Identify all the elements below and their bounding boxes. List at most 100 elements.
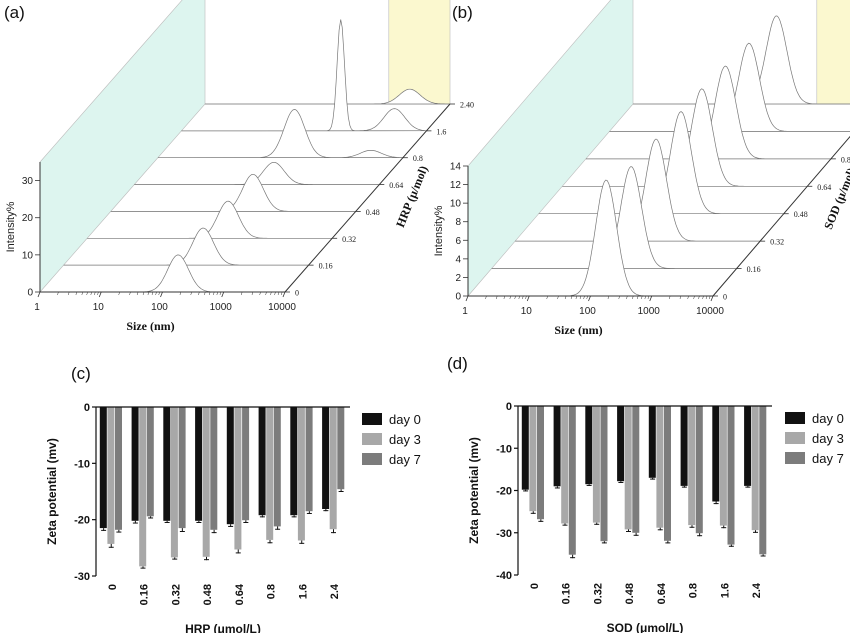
x-minor-tick xyxy=(136,291,139,296)
x-minor-tick xyxy=(86,291,88,296)
x-minor-tick xyxy=(208,291,211,296)
x-axis-title: Size (nm) xyxy=(126,319,174,333)
x-axis-title: HRP (μmol/L) xyxy=(185,622,261,633)
size-distribution-curve-0.8 xyxy=(157,109,403,159)
bar-day7-0.16 xyxy=(568,406,576,555)
x-tick-label: 1000 xyxy=(210,302,233,313)
z-tick-label: 0.8 xyxy=(841,155,850,164)
bar-day0-2.4 xyxy=(322,407,330,509)
x-minor-tick xyxy=(702,295,704,300)
z-tick-label: 0.64 xyxy=(389,181,403,190)
x-minor-tick xyxy=(626,295,628,300)
size-distribution-curve-2.40 xyxy=(205,88,450,105)
x-minor-tick xyxy=(557,295,559,300)
legend-swatch-day3 xyxy=(362,433,382,445)
bar-day0-0.16 xyxy=(131,407,139,521)
x-tick xyxy=(98,291,102,298)
x-minor-tick xyxy=(265,291,267,296)
x-tick-label: 100 xyxy=(151,302,168,313)
z-tick-label: 1.6 xyxy=(436,127,446,136)
z-tick-label: 0.48 xyxy=(366,208,380,217)
x-tick-label: 1 xyxy=(34,302,40,313)
x-minor-tick xyxy=(644,295,647,300)
bar-day7-0.64 xyxy=(664,406,671,541)
y-tick-label: 30 xyxy=(22,176,34,187)
panel-label-a: (a) xyxy=(4,3,25,22)
x-minor-tick xyxy=(151,291,154,296)
bar-day0-1.6 xyxy=(290,407,298,516)
bar-day3-1.6 xyxy=(719,406,727,526)
bar-day0-0.16 xyxy=(553,406,561,487)
bar-day0-0.48 xyxy=(617,406,625,482)
bar-day0-0.8 xyxy=(258,407,266,516)
x-tick-label: 0 xyxy=(529,583,541,589)
x-minor-tick xyxy=(641,295,643,300)
bar-day0-0 xyxy=(521,406,529,490)
x-tick-label: 0.64 xyxy=(234,583,246,605)
x-tick-label: 0.16 xyxy=(561,583,573,604)
x-minor-tick xyxy=(495,295,498,300)
legend-label-day7: day 7 xyxy=(389,452,421,467)
y-tick-label: 10 xyxy=(22,250,34,261)
x-minor-tick xyxy=(90,291,92,296)
x-minor-tick xyxy=(94,291,96,296)
y-tick-label: 20 xyxy=(22,213,34,224)
z-tick-label: 0.16 xyxy=(319,262,333,271)
bar-day0-0.32 xyxy=(163,407,171,521)
x-minor-tick xyxy=(708,295,711,300)
bar-day3-0.48 xyxy=(202,407,210,557)
x-tick-label: 0.64 xyxy=(656,582,668,604)
x-minor-tick xyxy=(525,295,527,300)
x-minor-tick xyxy=(518,295,520,300)
bar-day0-0.32 xyxy=(585,406,593,485)
z-axis xyxy=(284,103,451,293)
x-minor-tick xyxy=(277,291,280,296)
bar-day0-1.6 xyxy=(712,406,720,502)
x-tick xyxy=(649,295,653,302)
legend-label-day7: day 7 xyxy=(812,451,844,466)
y-tick-label: 6 xyxy=(455,236,461,247)
y-tick-label: 8 xyxy=(455,217,461,228)
bar-day0-0.64 xyxy=(648,406,656,478)
bar-day7-0 xyxy=(115,407,122,530)
x-minor-tick xyxy=(97,291,99,296)
bar-day3-0.8 xyxy=(688,406,696,526)
y-tick-label: -20 xyxy=(496,486,512,498)
bar-day7-0.48 xyxy=(210,407,218,530)
x-minor-tick xyxy=(485,295,487,300)
bar-day7-0.48 xyxy=(632,406,640,533)
x-minor-tick xyxy=(204,291,206,296)
x-minor-tick xyxy=(586,295,588,300)
z-tick-label: 0.32 xyxy=(342,235,356,244)
x-minor-tick xyxy=(213,291,215,296)
bar-day3-0.8 xyxy=(266,407,274,540)
z-tick-label: 0.32 xyxy=(770,238,784,247)
side-wall xyxy=(39,0,206,293)
bar-day3-0.32 xyxy=(170,407,178,558)
x-tick-label: 0 xyxy=(107,584,119,590)
y-tick-label: 0 xyxy=(455,292,461,303)
x-minor-tick xyxy=(514,295,516,300)
bar-day7-0.16 xyxy=(146,407,154,517)
x-minor-tick xyxy=(118,291,120,296)
x-minor-tick xyxy=(216,291,219,296)
z-tick-label: 0 xyxy=(723,293,727,302)
x-minor-tick xyxy=(280,291,283,296)
z-tick-label: 0.64 xyxy=(817,183,831,192)
y-tick-label: 2 xyxy=(455,273,461,284)
y-tick-label: -30 xyxy=(74,571,90,583)
x-tick-label: 10000 xyxy=(696,306,724,317)
y-tick-label: 0 xyxy=(84,402,90,414)
bar-day7-0.8 xyxy=(695,406,703,534)
bar-day3-0.16 xyxy=(139,407,147,567)
bar-day7-0.64 xyxy=(242,407,250,521)
x-minor-tick xyxy=(679,295,682,300)
x-minor-tick xyxy=(158,291,160,296)
legend-label-day0: day 0 xyxy=(389,412,421,427)
x-minor-tick xyxy=(142,291,145,296)
waterfall-chart-sod: 1 10 100 1000 10000 0 2 4 6 8 10 12 14 0 0.16 0.32 0.48 0… xyxy=(433,0,850,337)
panel-label-c: (c) xyxy=(71,364,91,383)
x-minor-tick xyxy=(198,291,200,296)
waterfall-chart-hrp: 1 10 100 1000 10000010203000.160.320.480.640… xyxy=(5,0,474,333)
